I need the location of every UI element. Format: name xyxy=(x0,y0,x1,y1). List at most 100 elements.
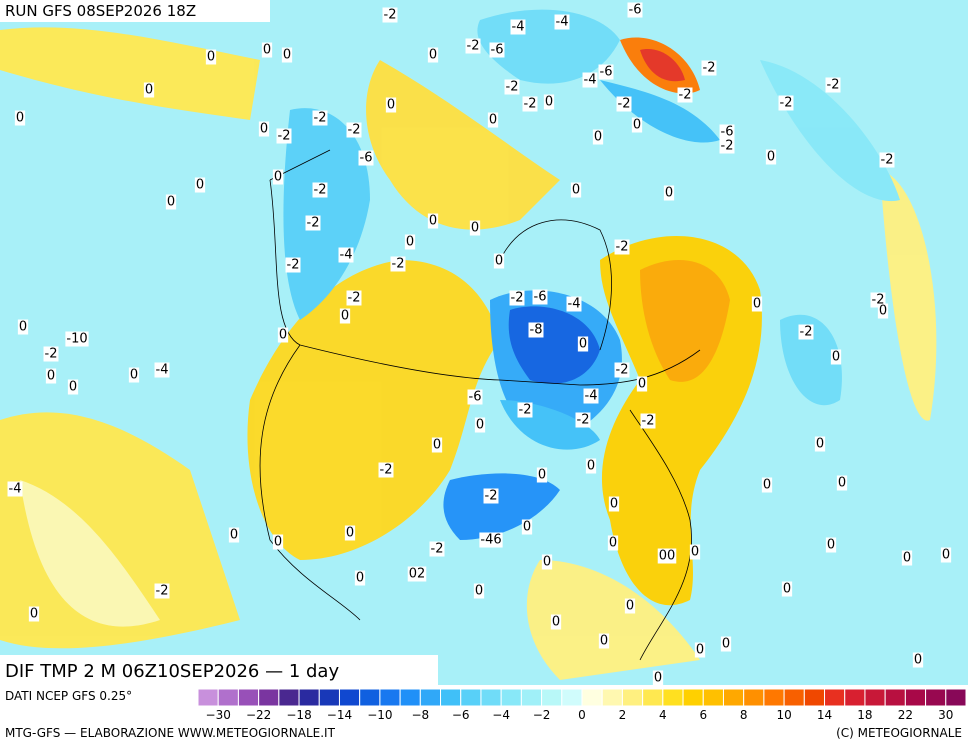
contour-label: -2 xyxy=(45,347,58,362)
contour-label: 0 xyxy=(30,607,38,622)
contour-label: 0 xyxy=(433,438,441,453)
contour-label-box xyxy=(154,583,170,599)
contour-label: 0 xyxy=(489,113,497,128)
contour-label-box xyxy=(616,96,632,112)
contour-label: -2 xyxy=(800,325,813,340)
colorbar-swatch xyxy=(803,688,826,707)
contour-label-box xyxy=(17,319,29,335)
contour-label-box xyxy=(830,349,842,365)
colorbar-swatch xyxy=(520,688,543,707)
contour-label: 0 xyxy=(471,221,479,236)
contour-label: 0 xyxy=(879,304,887,319)
contour-label-box xyxy=(429,541,445,557)
colorbar-tick-label: 30 xyxy=(938,708,953,722)
contour-label: -10 xyxy=(66,332,87,347)
colorbar-swatch xyxy=(621,688,644,707)
contour-label-box xyxy=(378,462,394,478)
contour-label: -2 xyxy=(519,403,532,418)
temperature-field xyxy=(0,9,937,680)
colorbar-tick-label: −2 xyxy=(533,708,551,722)
colorbar-swatch xyxy=(561,688,583,707)
colorbar-swatch xyxy=(925,688,947,707)
colorbar-swatch xyxy=(500,688,522,707)
colorbar-swatch xyxy=(763,688,785,707)
contour-label: -2 xyxy=(827,78,840,93)
contour-label: 0 xyxy=(274,170,282,185)
contour-label-box xyxy=(385,97,397,113)
contour-label-box xyxy=(582,72,598,88)
contour-label-box xyxy=(67,379,79,395)
contour-label: -4 xyxy=(585,389,598,404)
contour-label: -46 xyxy=(480,533,501,548)
contour-label: -2 xyxy=(392,257,405,272)
contour-label: 0 xyxy=(19,320,27,335)
contour-label: 0 xyxy=(691,545,699,560)
contour-label-box xyxy=(781,581,793,597)
colorbar-tick-label: 0 xyxy=(578,708,586,722)
contour-label: -4 xyxy=(568,297,581,312)
contour-label: -6 xyxy=(629,3,642,18)
contour-label-box xyxy=(7,481,23,497)
contour-label-box xyxy=(912,652,924,668)
contour-label-box xyxy=(624,598,636,614)
colorbar-tick-label: −14 xyxy=(327,708,352,722)
contour-label: 0 xyxy=(196,178,204,193)
contour-label: -6 xyxy=(721,125,734,140)
colorbar-tick-label: −22 xyxy=(246,708,271,722)
contour-label: -2 xyxy=(616,363,629,378)
contour-label-box xyxy=(761,477,773,493)
colorbar-swatch xyxy=(844,688,866,707)
contour-label: 0 xyxy=(572,183,580,198)
contour-label-box xyxy=(814,436,826,452)
contour-label-box xyxy=(798,324,814,340)
contour-label-box xyxy=(652,670,664,686)
contour-label: -2 xyxy=(679,88,692,103)
colorbar-swatch xyxy=(702,688,724,707)
contour-label-box xyxy=(473,583,485,599)
colorbar-swatch xyxy=(258,688,280,707)
colorbar-swatch xyxy=(581,688,603,707)
contour-label-box xyxy=(836,475,848,491)
contour-label-box xyxy=(663,185,675,201)
contour-label: -2 xyxy=(314,183,327,198)
contour-label-box xyxy=(45,368,57,384)
colorbar-swatch xyxy=(904,688,927,707)
contour-label-box xyxy=(261,42,273,58)
credit-label: MTG-GFS — ELABORAZIONE WWW.METEOGIORNALE… xyxy=(5,726,336,740)
footer-title-box xyxy=(0,655,438,685)
colorbar-swatch xyxy=(783,688,805,707)
colorbar-swatch xyxy=(379,688,401,707)
contour-label: -2 xyxy=(467,39,480,54)
contour-label-box xyxy=(583,388,599,404)
run-label: RUN GFS 08SEP2026 18Z xyxy=(5,2,196,20)
contour-label-box xyxy=(467,389,483,405)
contour-label: 0 xyxy=(610,497,618,512)
contour-label-box xyxy=(640,413,656,429)
contour-label-box xyxy=(382,7,398,23)
colorbar-swatch xyxy=(864,688,886,707)
contour-label: 0 xyxy=(263,43,271,58)
contour-label-box xyxy=(154,362,170,378)
contour-label: 0 xyxy=(594,130,602,145)
contour-label: 0 xyxy=(816,437,824,452)
contour-label-box xyxy=(575,412,591,428)
contour-label-box xyxy=(479,532,503,548)
colorbar-swatch xyxy=(480,688,502,707)
colorbar-swatch xyxy=(642,688,664,707)
colorbar-swatch xyxy=(298,688,320,707)
contour-label: 0 xyxy=(763,478,771,493)
colorbar-tick-label: 4 xyxy=(659,708,667,722)
contour-label-box xyxy=(607,535,619,551)
contour-label: 0 xyxy=(495,254,503,269)
colorbar-tick-label: −8 xyxy=(411,708,429,722)
colorbar-swatch xyxy=(722,688,745,707)
contour-label: -2 xyxy=(511,291,524,306)
contour-label-box xyxy=(877,303,889,319)
contour-label: 00 xyxy=(659,549,676,564)
colorbar-swatch xyxy=(884,688,906,707)
contour-label-box xyxy=(677,87,693,103)
contour-label: -2 xyxy=(506,80,519,95)
contour-label-box xyxy=(43,346,59,362)
contour-label-box xyxy=(165,194,177,210)
